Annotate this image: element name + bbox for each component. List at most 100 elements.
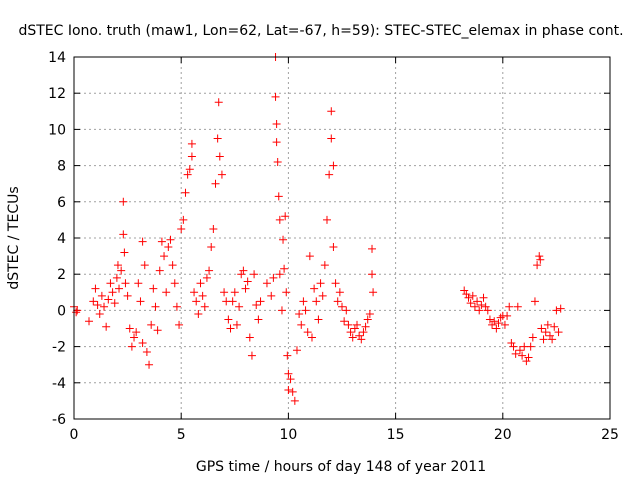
data-point bbox=[369, 288, 378, 297]
y-tick-label: 14 bbox=[48, 50, 66, 66]
data-point bbox=[312, 297, 321, 306]
data-point bbox=[185, 165, 194, 174]
data-point bbox=[192, 297, 201, 306]
data-point bbox=[115, 284, 124, 293]
data-point bbox=[175, 320, 184, 329]
data-point bbox=[284, 369, 293, 378]
data-point bbox=[292, 346, 301, 355]
data-point bbox=[327, 107, 336, 116]
data-point bbox=[303, 328, 312, 337]
data-point bbox=[470, 302, 479, 311]
data-point bbox=[179, 215, 188, 224]
data-point bbox=[239, 266, 248, 275]
y-tick-label: -6 bbox=[52, 412, 66, 428]
data-point bbox=[202, 273, 211, 282]
data-point bbox=[273, 157, 282, 166]
data-point bbox=[100, 302, 109, 311]
data-point bbox=[209, 224, 218, 233]
data-point bbox=[147, 320, 156, 329]
data-point bbox=[355, 331, 364, 340]
data-point bbox=[119, 197, 128, 206]
data-point bbox=[217, 170, 226, 179]
data-point bbox=[164, 243, 173, 252]
data-point bbox=[181, 188, 190, 197]
data-point bbox=[172, 302, 181, 311]
x-axis-label: GPS time / hours of day 148 of year 2011 bbox=[196, 459, 486, 475]
data-point bbox=[162, 288, 171, 297]
data-point bbox=[252, 300, 261, 309]
data-point bbox=[142, 348, 151, 357]
data-point bbox=[528, 333, 537, 342]
data-point bbox=[340, 317, 349, 326]
y-tick-label: 8 bbox=[57, 159, 66, 175]
x-tick-label: 15 bbox=[387, 427, 405, 443]
x-tick-label: 20 bbox=[494, 427, 512, 443]
data-point bbox=[237, 270, 246, 279]
data-point bbox=[462, 290, 471, 299]
data-point bbox=[89, 297, 98, 306]
data-point bbox=[170, 279, 179, 288]
data-point bbox=[93, 300, 102, 309]
data-point bbox=[187, 152, 196, 161]
data-point bbox=[464, 293, 473, 302]
y-tick-label: -2 bbox=[52, 340, 66, 356]
data-point bbox=[282, 288, 291, 297]
y-tick-label: 2 bbox=[57, 267, 66, 283]
data-point bbox=[509, 342, 518, 351]
y-tick-label: 10 bbox=[48, 122, 66, 138]
data-point bbox=[524, 353, 533, 362]
data-point bbox=[91, 284, 100, 293]
data-point bbox=[348, 333, 357, 342]
data-point bbox=[548, 335, 557, 344]
data-point bbox=[325, 170, 334, 179]
data-point bbox=[205, 266, 214, 275]
data-point bbox=[505, 302, 514, 311]
data-point bbox=[106, 279, 115, 288]
data-point bbox=[492, 324, 501, 333]
data-point bbox=[329, 243, 338, 252]
data-point bbox=[157, 237, 166, 246]
data-point bbox=[290, 396, 299, 405]
data-point bbox=[284, 386, 293, 395]
data-point bbox=[353, 320, 362, 329]
plot-frame bbox=[73, 56, 611, 420]
data-point bbox=[267, 291, 276, 300]
data-point bbox=[177, 224, 186, 233]
data-point bbox=[335, 288, 344, 297]
data-point bbox=[153, 326, 162, 335]
grid bbox=[74, 57, 610, 419]
data-point bbox=[155, 266, 164, 275]
data-point bbox=[119, 230, 128, 239]
data-point bbox=[286, 375, 295, 384]
data-point bbox=[97, 291, 106, 300]
data-point bbox=[552, 306, 561, 315]
data-points bbox=[70, 53, 565, 405]
data-point bbox=[190, 288, 199, 297]
data-point bbox=[483, 306, 492, 315]
data-point bbox=[123, 291, 132, 300]
data-point bbox=[515, 346, 524, 355]
data-point bbox=[213, 134, 222, 143]
data-point bbox=[183, 170, 192, 179]
data-point bbox=[275, 215, 284, 224]
data-point bbox=[125, 324, 134, 333]
data-point bbox=[329, 161, 338, 170]
data-point bbox=[539, 335, 548, 344]
data-point bbox=[256, 297, 265, 306]
data-point bbox=[316, 279, 325, 288]
data-point bbox=[481, 302, 490, 311]
data-point bbox=[466, 299, 475, 308]
data-point bbox=[513, 302, 522, 311]
data-point bbox=[338, 302, 346, 311]
data-point bbox=[269, 273, 278, 282]
data-point bbox=[262, 279, 271, 288]
data-point bbox=[245, 333, 254, 342]
data-point bbox=[522, 357, 531, 366]
data-point bbox=[359, 328, 368, 337]
data-point bbox=[207, 243, 216, 252]
data-point bbox=[140, 261, 149, 270]
data-point bbox=[215, 152, 224, 161]
data-point bbox=[145, 360, 154, 369]
data-point bbox=[331, 279, 340, 288]
